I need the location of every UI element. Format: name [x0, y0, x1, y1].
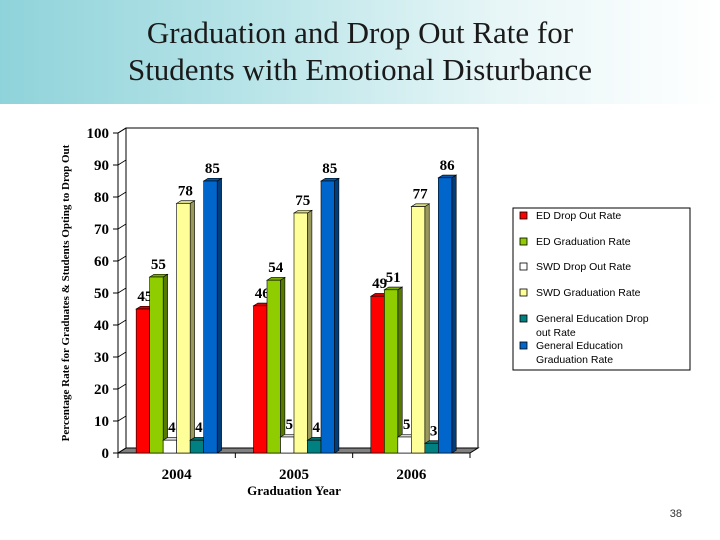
slide-number: 38	[669, 508, 682, 520]
data-label: 75	[295, 193, 310, 209]
bar-side	[424, 203, 430, 454]
data-label: 3	[430, 423, 438, 439]
y-tick-depth-line	[117, 319, 127, 326]
data-label: 85	[322, 161, 337, 177]
data-label: 49	[372, 276, 387, 292]
header-band	[0, 0, 720, 104]
slide-title: Graduation and Drop Out Rate for Student…	[0, 14, 720, 88]
bar	[370, 295, 385, 454]
y-tick-label: 100	[87, 126, 110, 142]
y-tick-depth-line	[117, 255, 127, 262]
data-label: 46	[255, 286, 271, 302]
bar-side	[216, 177, 222, 454]
bar	[307, 439, 322, 454]
legend-swatch	[519, 262, 528, 271]
bar	[253, 305, 268, 454]
legend-label: ED Graduation Rate	[536, 236, 631, 248]
data-label: 78	[178, 183, 193, 199]
y-tick-depth-line	[117, 127, 127, 134]
data-label: 55	[151, 257, 166, 273]
data-label: 54	[268, 260, 284, 276]
legend-swatch	[519, 341, 528, 350]
bar-side	[307, 209, 313, 454]
bar	[203, 180, 218, 454]
y-tick-label: 20	[94, 382, 109, 398]
y-axis-label: Percentage Rate for Graduates & Students…	[60, 144, 72, 441]
data-label: 51	[386, 270, 401, 286]
legend-swatch	[519, 314, 528, 323]
x-tick-label: 2006	[396, 467, 427, 483]
y-tick-depth-line	[117, 191, 127, 198]
data-label: 45	[137, 289, 152, 305]
y-tick-depth-line	[117, 223, 127, 230]
bar	[411, 206, 426, 454]
data-label: 5	[403, 417, 411, 433]
y-tick-depth-line	[117, 383, 127, 390]
bar-side	[334, 177, 340, 454]
legend-swatch	[519, 288, 528, 297]
y-tick-label: 10	[94, 414, 109, 430]
legend-label: SWD Graduation Rate	[536, 287, 641, 299]
data-label: 4	[168, 420, 176, 436]
bar	[266, 279, 281, 454]
bar	[280, 436, 295, 454]
data-label: 4	[313, 420, 321, 436]
data-label: 4	[195, 420, 203, 436]
bar	[176, 203, 191, 454]
x-axis-label: Graduation Year	[247, 483, 341, 498]
data-label: 85	[205, 161, 220, 177]
data-label: 77	[413, 187, 429, 203]
data-label: 5	[286, 417, 294, 433]
bar-side	[162, 273, 168, 454]
slide-title-line-2: Students with Emotional Disturbance	[127, 52, 593, 87]
legend-swatch	[519, 211, 528, 220]
y-tick-label: 80	[94, 190, 109, 206]
y-tick-depth-line	[117, 287, 127, 294]
y-tick-label: 0	[102, 446, 110, 462]
bar	[424, 443, 439, 454]
x-tick-label: 2004	[162, 467, 193, 483]
y-tick-label: 60	[94, 254, 109, 270]
bar	[397, 436, 412, 454]
data-label: 86	[440, 158, 456, 174]
legend-label: General Education Graduation Rate	[536, 340, 623, 366]
y-tick-depth-line	[117, 447, 127, 454]
y-tick-label: 50	[94, 286, 109, 302]
bar-side	[189, 200, 195, 454]
y-tick-depth-line	[117, 351, 127, 358]
bar	[149, 276, 164, 454]
legend-label: General Education Drop out Rate	[536, 313, 649, 339]
y-tick-label: 30	[94, 350, 109, 366]
legend-box	[512, 207, 691, 371]
y-tick-label: 70	[94, 222, 109, 238]
bar	[189, 439, 204, 454]
bar-side	[397, 286, 403, 454]
bar	[293, 212, 308, 454]
x-tick-label: 2005	[279, 467, 309, 483]
bar	[162, 439, 177, 454]
y-tick-depth-line	[117, 415, 127, 422]
y-tick-depth-line	[117, 159, 127, 166]
bar-side	[280, 276, 286, 454]
legend-swatch	[519, 237, 528, 246]
bar	[135, 308, 150, 454]
slide-title-line-1: Graduation and Drop Out Rate for	[146, 15, 574, 50]
y-tick-label: 40	[94, 318, 109, 334]
legend-label: ED Drop Out Rate	[536, 210, 621, 222]
bar-side	[451, 174, 457, 454]
y-tick-label: 90	[94, 158, 109, 174]
legend-label: SWD Drop Out Rate	[536, 261, 631, 273]
bar	[438, 177, 453, 454]
bar	[320, 180, 335, 454]
bar	[384, 289, 399, 454]
